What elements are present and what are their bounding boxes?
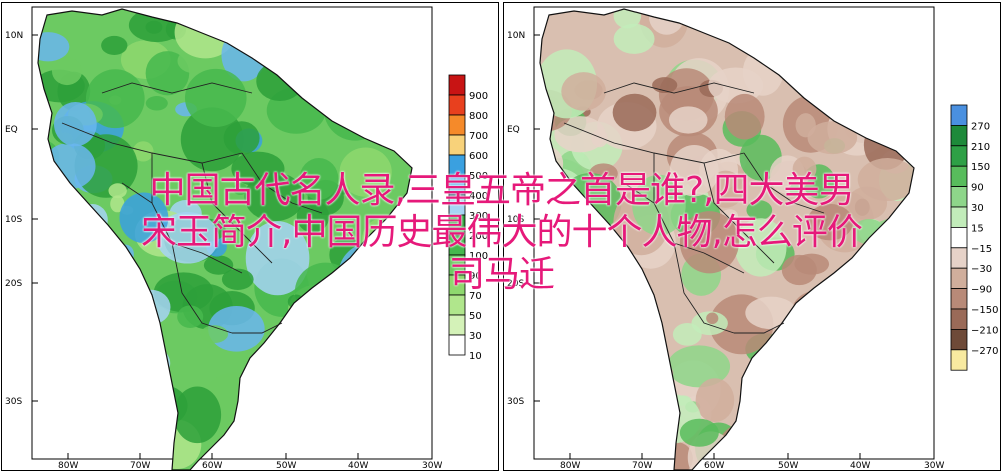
lon-tick-label: 40W xyxy=(348,461,368,470)
lat-tick-label: 20S xyxy=(5,279,22,289)
legend-label: 30 xyxy=(971,203,984,214)
lon-tick-label: 70W xyxy=(130,461,150,470)
legend-swatch xyxy=(448,274,466,296)
legend-swatch xyxy=(448,114,466,136)
map-panel-right: 10N EQ 10S 20S 30S 80W 70W 60W 50W 40W 30W 270 210 15… xyxy=(503,2,1001,471)
legend-swatch xyxy=(950,349,968,371)
legend-swatch xyxy=(950,206,968,228)
lat-tick-label: EQ xyxy=(507,125,520,135)
lon-tick-label: 50W xyxy=(276,461,296,470)
legend-label: −30 xyxy=(971,264,992,275)
legend-swatch xyxy=(950,145,968,167)
lon-tick-label: 30W xyxy=(422,461,442,470)
legend-label: 400 xyxy=(469,191,488,202)
legend-label: 50 xyxy=(469,311,482,322)
legend-label: −210 xyxy=(971,325,998,336)
lon-tick-label: 80W xyxy=(560,461,580,470)
map-panel-left: 10N EQ 10S 20S 30S 80W 70W 60W 50W 40W 30W 900 800 70… xyxy=(1,2,499,471)
legend-swatch xyxy=(950,226,968,249)
lon-tick-label: 60W xyxy=(202,461,222,470)
legend-swatch xyxy=(950,328,968,351)
lat-tick-label: EQ xyxy=(5,125,18,135)
lat-tick-label: 10N xyxy=(507,31,525,41)
legend-swatch xyxy=(448,154,466,176)
lat-tick-label: 10S xyxy=(507,215,524,225)
legend-label: 100 xyxy=(469,251,488,262)
legend-label: 200 xyxy=(469,231,488,242)
legend-label: 500 xyxy=(469,171,488,182)
lat-tick-label: 30S xyxy=(507,397,524,407)
lat-tick-label: 30S xyxy=(5,397,22,407)
legend-label: 150 xyxy=(971,162,990,173)
legend-label: 10 xyxy=(469,351,482,362)
legend-label: 600 xyxy=(469,151,488,162)
legend-swatch xyxy=(950,247,968,269)
lon-tick-label: 80W xyxy=(58,461,78,470)
legend-label: −90 xyxy=(971,285,992,296)
legend-swatch xyxy=(448,94,466,116)
legend-label: 270 xyxy=(971,121,990,132)
legend-label: 90 xyxy=(469,271,482,282)
legend-label: 210 xyxy=(971,142,990,153)
legend-label: 30 xyxy=(469,331,482,342)
legend-swatch xyxy=(448,174,466,196)
lon-tick-label: 30W xyxy=(924,461,944,470)
precipitation-map-left: 10N EQ 10S 20S 30S 80W 70W 60W 50W 40W 30W 900 800 70… xyxy=(5,6,488,470)
legend-swatch xyxy=(950,267,968,290)
lat-tick-label: 10N xyxy=(5,31,23,41)
coastline xyxy=(37,8,413,470)
lat-tick-label: 20S xyxy=(507,279,524,289)
legend-swatch xyxy=(448,134,466,156)
lon-tick-label: 50W xyxy=(778,461,798,470)
legend-swatch xyxy=(950,186,968,208)
legend-label: 900 xyxy=(469,91,488,102)
legend-swatch xyxy=(448,314,466,336)
legend-label: −150 xyxy=(971,305,998,316)
anomaly-map-right: 10N EQ 10S 20S 30S 80W 70W 60W 50W 40W 30W 270 210 15… xyxy=(507,6,998,470)
legend-swatch xyxy=(448,194,466,216)
legend-label: 300 xyxy=(469,211,488,222)
lon-tick-label: 70W xyxy=(632,461,652,470)
legend-swatch xyxy=(950,288,968,310)
legend-swatch xyxy=(950,104,968,126)
legend-swatch xyxy=(448,254,466,276)
legend-swatch xyxy=(448,294,466,316)
legend-label: 90 xyxy=(971,183,984,194)
legend-label: 70 xyxy=(469,291,482,302)
legend-swatch xyxy=(950,125,968,147)
legend-swatch xyxy=(448,334,466,356)
legend-label: 15 xyxy=(971,223,984,234)
legend-label: −270 xyxy=(971,346,998,357)
legend-swatch xyxy=(448,74,466,96)
lat-tick-label: 10S xyxy=(5,215,22,225)
legend-label: −15 xyxy=(971,244,992,255)
legend-swatch xyxy=(448,234,466,256)
legend-swatch xyxy=(950,165,968,187)
legend-label: 800 xyxy=(469,111,488,122)
lon-tick-label: 40W xyxy=(850,461,870,470)
coastline xyxy=(539,8,915,470)
legend-swatch xyxy=(950,308,968,330)
legend-label: 700 xyxy=(469,131,488,142)
lon-tick-label: 60W xyxy=(704,461,724,470)
legend-swatch xyxy=(448,214,466,236)
